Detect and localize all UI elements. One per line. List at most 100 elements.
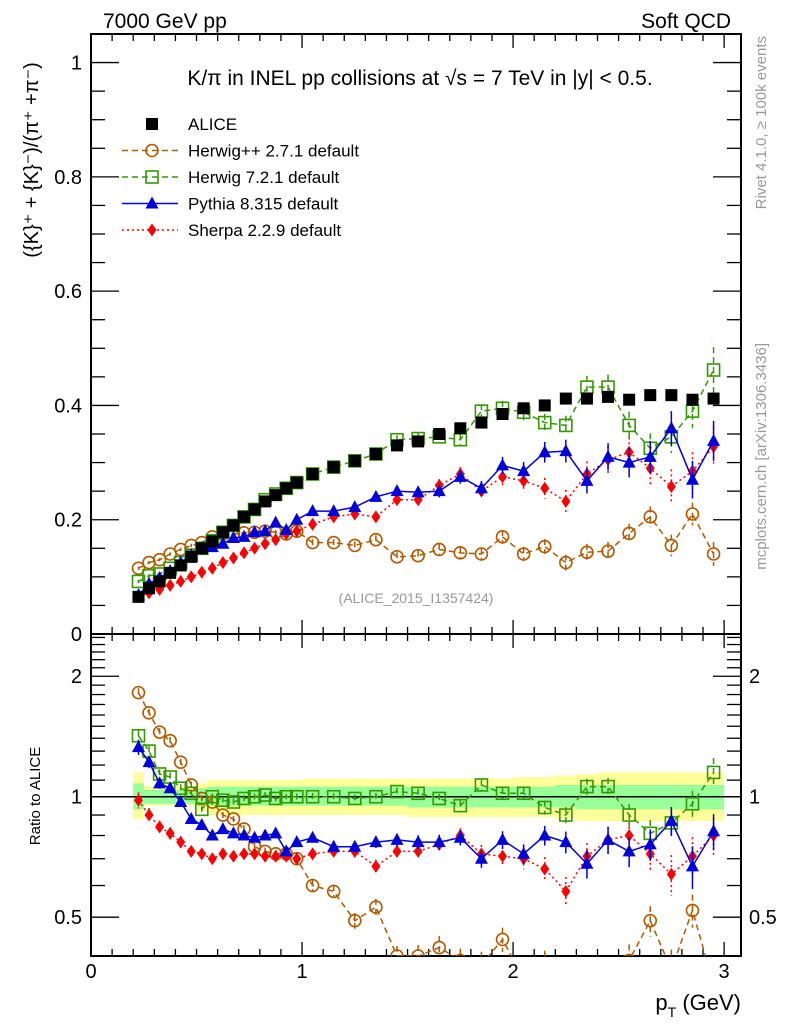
chart-title: K/π in INEL pp collisions at √s = 7 TeV … [187, 67, 652, 90]
ratio-data-point [643, 913, 658, 928]
data-point [152, 552, 167, 567]
data-point [186, 570, 196, 584]
ratio-data-point [371, 859, 381, 873]
data-point [218, 556, 228, 570]
ratio-data-point [305, 789, 320, 804]
ratio-data-point [685, 859, 699, 872]
ratio-data-point [271, 849, 281, 863]
ratio-data-point [226, 795, 241, 809]
legend-label: Herwig 7.2.1 default [188, 168, 339, 187]
data-point [153, 575, 166, 588]
ratio-data-point [205, 828, 219, 841]
ratio-data-point [218, 847, 228, 861]
ratio-data-point [369, 900, 383, 914]
legend-item: Herwig 7.2.1 default [122, 168, 339, 187]
data-point [538, 399, 551, 412]
ratio-data-point [622, 844, 636, 857]
ratio-data-point [207, 852, 217, 866]
ratio-y-axis-label: Ratio to ALICE [27, 747, 44, 845]
data-point [495, 530, 510, 544]
data-point [305, 535, 320, 550]
legend-label: Sherpa 2.2.9 default [188, 221, 341, 240]
ratio-data-point [173, 781, 188, 796]
ratio-y-tick-label: 2 [71, 666, 82, 688]
ratio-data-point [279, 844, 293, 857]
ratio-data-point [411, 786, 425, 801]
data-point [686, 393, 699, 406]
ratio-data-point [260, 849, 270, 863]
data-point [580, 392, 593, 405]
ratio-data-point [369, 789, 383, 804]
axis-ticks: 0 1 2 3 0 0.2 0.4 0.6 0.8 1 0.5 0.5 1 1 2 2 [54, 34, 777, 983]
data-point [601, 544, 615, 558]
ratio-data-point [413, 844, 423, 858]
legend-marker [145, 196, 159, 209]
ratio-data-point [432, 835, 446, 848]
data-point [516, 547, 531, 561]
data-point [227, 519, 240, 532]
data-point [519, 474, 529, 488]
data-point [206, 535, 219, 548]
ratio-data-point [474, 778, 489, 792]
ratio-plot-frame [90, 633, 742, 957]
data-point [643, 449, 657, 462]
ratio-data-point [601, 832, 615, 845]
data-point [269, 515, 283, 528]
ratio-data-point [142, 755, 156, 768]
ratio-data-point [685, 903, 700, 918]
ratio-data-point [685, 797, 700, 811]
ratio-data-point [622, 808, 636, 822]
data-point [517, 402, 530, 415]
y-tick-label: 1 [71, 53, 82, 75]
y-tick-label: 0.6 [54, 281, 82, 303]
ratio-data-point [250, 847, 260, 861]
data-point [290, 476, 303, 489]
data-point [371, 510, 381, 524]
data-point [602, 390, 615, 403]
data-point [474, 547, 489, 561]
ratio-data-point [496, 832, 510, 845]
ratio-data-point [475, 959, 487, 971]
ratio-data-point [518, 973, 530, 985]
ratio-data-point [216, 822, 230, 835]
ratio-data-point [163, 781, 177, 794]
data-point [258, 524, 272, 537]
x-axis-label-unit: (GeV) [676, 990, 741, 1015]
ratio-data-point [623, 953, 635, 956]
y-tick-label: 0 [71, 624, 82, 646]
data-point [517, 464, 531, 477]
data-point [559, 444, 573, 457]
data-point [474, 481, 488, 494]
data-point [622, 526, 636, 541]
data-point [454, 422, 467, 435]
data-point [559, 392, 572, 405]
data-point [665, 389, 678, 402]
ratio-data-point [174, 795, 188, 808]
data-point [369, 448, 382, 460]
ratio-data-point [237, 791, 251, 806]
ratio-data-point [326, 789, 341, 804]
legend-label: Pythia 8.315 default [188, 195, 339, 214]
ratio-data-point [195, 817, 209, 830]
ratio-data-point [142, 706, 156, 720]
ratio-data-point [155, 820, 165, 834]
ratio-data-point [237, 828, 251, 841]
ratio-series-line [137, 692, 707, 956]
data-point [248, 503, 261, 516]
data-point [392, 493, 402, 507]
ratio-data-point [131, 740, 145, 753]
ratio-data-point [664, 813, 678, 826]
ratio-data-point [390, 832, 404, 845]
data-point [580, 473, 594, 486]
ratio-series-herwig-2-7-1-default [131, 685, 707, 985]
ratio-data-point [163, 733, 177, 748]
ratio-y-tick-label: 0.5 [54, 907, 82, 929]
x-tick-label: 0 [85, 961, 96, 983]
ratio-y-tick-label-right: 1 [749, 787, 760, 809]
ratio-y-tick-label-right: 2 [749, 666, 760, 688]
data-point [453, 469, 467, 482]
data-point [228, 551, 238, 565]
data-point [260, 537, 270, 551]
ratio-data-point [624, 829, 634, 843]
